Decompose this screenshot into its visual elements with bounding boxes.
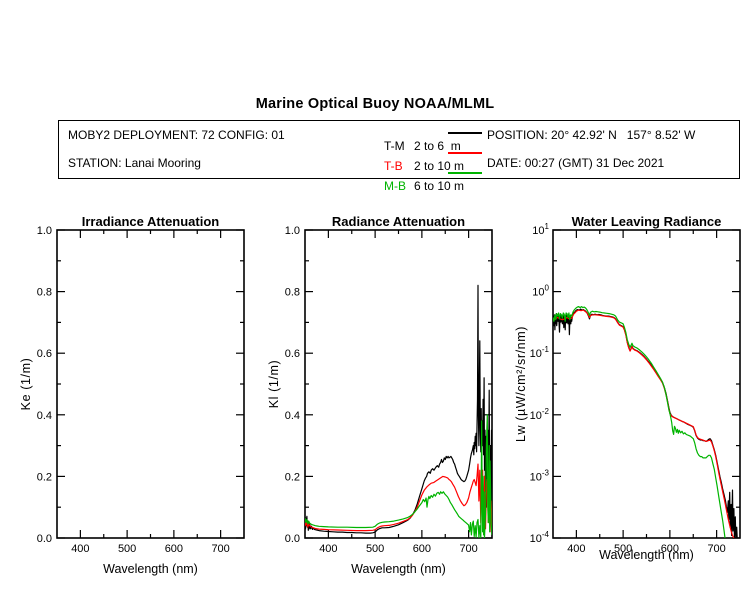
y-tick-label: 0.6 [285, 348, 300, 360]
x-tick-label: 400 [71, 543, 89, 555]
deployment-text: MOBY2 DEPLOYMENT: 72 CONFIG: 01 [68, 128, 285, 142]
y-tick-label: 0.0 [285, 533, 300, 545]
y-tick-label: 0.2 [37, 471, 52, 483]
station-text: STATION: Lanai Mooring [68, 156, 201, 170]
chart-title: Irradiance Attenuation [82, 214, 220, 229]
page-title: Marine Optical Buoy NOAA/MLML [255, 96, 495, 112]
x-tick-label: 500 [614, 543, 632, 555]
legend-line-sample-tm [448, 132, 482, 134]
x-tick-label: 400 [567, 543, 585, 555]
x-axis-label: Wavelength (nm) [103, 562, 198, 576]
legend-code-mb: M-B [384, 179, 407, 193]
header-box: MOBY2 DEPLOYMENT: 72 CONFIG: 01 STATION:… [58, 120, 740, 193]
y-tick-label: 1.0 [285, 225, 300, 237]
legend-code-tb: T-B [384, 159, 403, 173]
chart-title: Radiance Attenuation [332, 214, 465, 229]
x-tick-label: 600 [661, 543, 679, 555]
x-tick-label: 500 [118, 543, 136, 555]
legend-depths-tm: 2 to 6 m [414, 139, 461, 153]
y-tick-label: 0.4 [37, 410, 52, 422]
x-tick-label: 600 [165, 543, 183, 555]
chart-title: Water Leaving Radiance [572, 214, 722, 229]
y-tick-label: 101 [532, 222, 549, 237]
legend-row-tb: T-B 2 to 10 m [364, 145, 486, 173]
chart-water-leaving-radiance: 400 500 600 700 101 100 10-1 10-2 10-3 10-4 Water … [514, 214, 741, 562]
y-axis-label: Lw (µW/cm²/sr/nm) [514, 326, 528, 442]
y-axis-label: Ke (1/m) [19, 358, 33, 411]
series-line-t-b-2-to-10-m [305, 463, 492, 533]
legend-depths-tb: 2 to 10 m [414, 159, 465, 173]
legend-row-mb: M-B 6 to 10 m [364, 165, 486, 193]
legend-line-sample-mb [448, 172, 482, 174]
plot-frame [56, 229, 245, 539]
series-line-m-b-6-to-10-m [553, 306, 726, 538]
y-tick-label: 0.2 [285, 471, 300, 483]
series-line-m-b-6-to-10-m [305, 414, 492, 538]
y-tick-label: 1.0 [37, 225, 52, 237]
legend-depths-mb: 6 to 10 m [414, 179, 465, 193]
y-tick-label: 0.6 [37, 348, 52, 360]
x-tick-label: 600 [413, 543, 431, 555]
date-text: DATE: 00:27 (GMT) 31 Dec 2021 [487, 156, 665, 170]
y-tick-label: 0.8 [37, 287, 52, 299]
x-tick-label: 400 [319, 543, 337, 555]
y-tick-label: 0.0 [37, 533, 52, 545]
y-tick-label: 100 [532, 284, 549, 299]
y-axis-label: Kl (1/m) [267, 360, 281, 409]
series-line-t-m-2-to-6-m [305, 284, 492, 534]
x-tick-label: 700 [211, 543, 229, 555]
series-line-t-m-2-to-6-m [553, 308, 738, 538]
y-tick-label: 10-2 [530, 407, 550, 422]
chart-radiance-attenuation: 400 500 600 700 0.0 0.2 0.4 0.6 0.8 1.0 Radiance A… [267, 214, 493, 576]
x-tick-label: 700 [707, 543, 725, 555]
x-axis-label: Wavelength (nm) [599, 548, 694, 562]
x-tick-label: 700 [459, 543, 477, 555]
chart-irradiance-attenuation: 400 500 600 700 0.0 0.2 0.4 0.6 0.8 1.0 Irradiance… [19, 214, 245, 576]
y-tick-label: 0.4 [285, 410, 300, 422]
x-tick-label: 500 [366, 543, 384, 555]
plot-frame [552, 229, 741, 539]
x-axis-label: Wavelength (nm) [351, 562, 446, 576]
legend-code-tm: T-M [384, 139, 405, 153]
y-tick-label: 10-1 [530, 345, 550, 360]
plot-frame [304, 229, 493, 539]
y-tick-label: 10-4 [530, 530, 550, 545]
series-line-t-b-2-to-10-m [553, 309, 735, 538]
y-tick-label: 0.8 [285, 287, 300, 299]
position-text: POSITION: 20° 42.92' N 157° 8.52' W [487, 128, 696, 142]
legend-row-tm: T-M 2 to 6 m [364, 125, 486, 153]
legend-line-sample-tb [448, 152, 482, 154]
y-tick-label: 10-3 [530, 468, 550, 483]
